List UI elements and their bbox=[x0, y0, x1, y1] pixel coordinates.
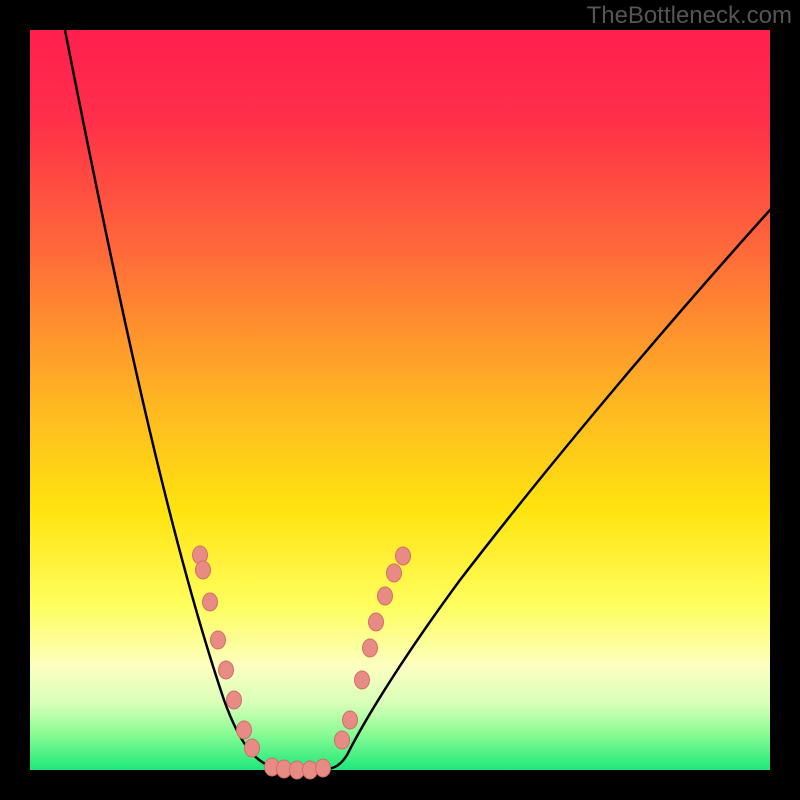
marker-left bbox=[196, 561, 211, 579]
marker-right bbox=[378, 587, 393, 605]
chart-container: TheBottleneck.com bbox=[0, 0, 800, 800]
marker-right bbox=[369, 613, 384, 631]
marker-right bbox=[396, 547, 411, 565]
marker-left bbox=[245, 739, 260, 757]
marker-left bbox=[219, 661, 234, 679]
marker-right bbox=[363, 639, 378, 657]
marker-right bbox=[355, 671, 370, 689]
marker-right bbox=[335, 731, 350, 749]
watermark-text: TheBottleneck.com bbox=[587, 2, 792, 30]
marker-left bbox=[203, 593, 218, 611]
marker-left bbox=[211, 631, 226, 649]
marker-bottom bbox=[316, 759, 331, 777]
marker-left bbox=[227, 691, 242, 709]
marker-left bbox=[237, 721, 252, 739]
marker-right bbox=[343, 711, 358, 729]
marker-right bbox=[387, 564, 402, 582]
bottleneck-chart bbox=[0, 0, 800, 800]
chart-plot-area bbox=[30, 30, 770, 770]
